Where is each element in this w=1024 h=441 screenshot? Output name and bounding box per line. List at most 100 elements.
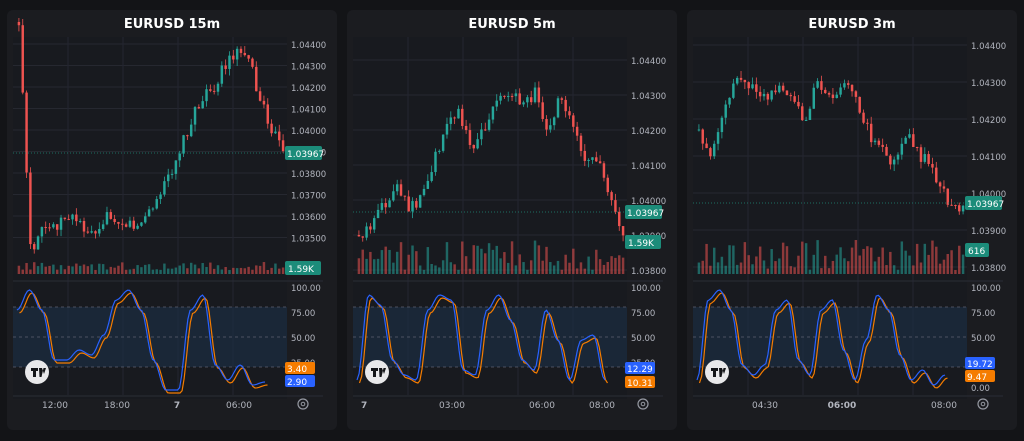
- oscillator-value-label: 9.47: [967, 373, 987, 383]
- oscillator-main-line: [356, 294, 606, 382]
- volume-bar: [71, 266, 74, 274]
- volume-bar: [735, 264, 739, 274]
- candle-body: [602, 163, 606, 178]
- candle-body: [564, 99, 567, 112]
- candle-body: [78, 221, 82, 223]
- candle-body: [434, 151, 437, 173]
- volume-bar: [510, 241, 514, 274]
- settings-gear-icon[interactable]: [977, 398, 989, 410]
- chart-15m-svg[interactable]: 1.04400 1.04300 1.04200 1.04100 1.04000 1.039…: [7, 10, 337, 430]
- candle-body: [395, 184, 399, 192]
- time-axis-label: 04:30: [752, 401, 778, 411]
- candle-body: [25, 92, 28, 173]
- volume-bar: [935, 246, 938, 274]
- oscillator-band: [693, 307, 967, 367]
- volume-bar: [262, 262, 266, 274]
- volume-bar: [36, 266, 40, 274]
- candle-body: [71, 214, 74, 220]
- settings-gear-icon[interactable]: [637, 398, 649, 410]
- candle-body: [541, 102, 544, 119]
- volume-bar: [847, 261, 850, 274]
- candle-body: [484, 129, 487, 131]
- volume-label: 1.59K: [628, 239, 655, 249]
- volume-bar: [774, 261, 777, 274]
- candle-body: [197, 107, 201, 109]
- candle-body: [877, 140, 881, 145]
- volume-bar: [21, 269, 24, 274]
- candle-body: [709, 148, 712, 157]
- candle-body: [212, 90, 216, 92]
- volume-bar: [186, 268, 189, 274]
- candle-body: [507, 96, 510, 98]
- candle-body: [869, 123, 873, 143]
- candle-body: [178, 153, 181, 161]
- candle-body: [411, 201, 414, 212]
- volume-bar: [155, 269, 158, 274]
- chart-panel-15m[interactable]: EURUSD 15m 1.04400 1.04300 1.04200 1.04100 1…: [7, 10, 337, 430]
- volume-badge: [285, 261, 321, 275]
- candle-body: [266, 104, 269, 124]
- volume-bar: [869, 247, 873, 274]
- candle-body: [144, 216, 147, 223]
- volume-bar: [491, 249, 495, 274]
- gear-ring: [297, 398, 309, 410]
- candle-body: [595, 157, 598, 162]
- volume-bar: [614, 257, 617, 274]
- volume-bar: [954, 269, 957, 274]
- candle-body: [591, 157, 594, 160]
- settings-gear-icon[interactable]: [297, 398, 309, 410]
- price-axis-label: 1.04400: [971, 42, 1006, 52]
- volume-bar: [541, 260, 544, 274]
- chart-5m-svg[interactable]: 1.04400 1.04300 1.04200 1.04100 1.04000 1.039…: [347, 10, 677, 430]
- candle-body: [610, 192, 613, 201]
- volume-bar: [418, 265, 422, 274]
- oscillator-axis-label: 100.00: [291, 284, 321, 294]
- candle-body: [732, 83, 735, 98]
- volume-bar: [908, 255, 911, 274]
- volume-bar: [931, 240, 934, 274]
- candle-body: [587, 159, 590, 161]
- price-axis-label: 1.04000: [631, 197, 666, 207]
- volume-bar: [522, 262, 525, 274]
- volume-bar: [889, 251, 892, 274]
- logo-mark: [371, 368, 386, 377]
- volume-bar: [793, 267, 796, 274]
- oscillator-signal-line: [358, 297, 609, 385]
- volume-bar: [17, 265, 21, 274]
- chart-panel-5m[interactable]: EURUSD 5m 1.04400 1.04300 1.04200 1.04100 1.…: [347, 10, 677, 430]
- volume-bar: [33, 262, 36, 274]
- oscillator-value-label: 3.40: [287, 365, 307, 375]
- volume-bar: [545, 246, 548, 274]
- candle-body: [170, 173, 174, 175]
- oscillator-axis-label: 75.00: [971, 309, 995, 319]
- candle-body: [915, 146, 919, 148]
- price-axis-label: 1.04300: [971, 79, 1006, 89]
- current-price-badge: [965, 196, 1002, 210]
- chart-3m-svg[interactable]: 1.044001.043001.042001.041001.040001.039…: [687, 10, 1017, 430]
- candle-body: [919, 147, 923, 162]
- gear-hub: [980, 401, 986, 407]
- candle-body: [201, 101, 204, 109]
- candle-body: [621, 226, 625, 236]
- volume-bar: [117, 265, 120, 274]
- volume-bar: [78, 265, 82, 274]
- volume-bar: [159, 269, 162, 274]
- volume-bar: [29, 269, 32, 274]
- price-axis-label: 1.04200: [631, 127, 666, 137]
- volume-bar: [537, 245, 541, 274]
- volume-bar: [464, 256, 468, 274]
- candle-body: [598, 161, 602, 164]
- volume-bar: [178, 265, 181, 274]
- oscillator-value-badge: [625, 376, 655, 388]
- candle-body: [109, 212, 113, 219]
- candle-body: [518, 93, 521, 105]
- price-axis-label: 1.03900: [971, 227, 1006, 237]
- chart-panel-3m[interactable]: EURUSD 3m 1.04400 1.04300 1.04200 1.04100 1.…: [687, 10, 1017, 430]
- logo-mark: [711, 368, 726, 377]
- volume-bar: [938, 263, 942, 274]
- candle-body: [579, 135, 583, 151]
- volume-bar: [751, 264, 754, 274]
- oscillator-main-line: [696, 289, 946, 386]
- candle-body: [885, 146, 888, 156]
- volume-bar: [144, 264, 147, 274]
